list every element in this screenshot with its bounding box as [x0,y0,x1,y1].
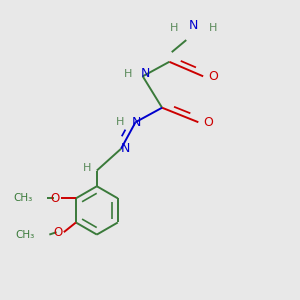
Text: O: O [203,116,213,129]
Text: N: N [189,19,198,32]
Text: H: H [83,163,92,173]
Text: H: H [170,23,178,33]
Text: N: N [121,142,130,155]
Text: O: O [208,70,218,83]
Text: H: H [124,69,132,79]
Text: H: H [116,117,124,127]
Text: H: H [208,23,217,33]
Text: N: N [140,68,150,80]
Text: O: O [51,192,60,205]
Text: CH₃: CH₃ [16,230,35,240]
Text: O: O [53,226,62,239]
Text: N: N [132,116,141,129]
Text: CH₃: CH₃ [13,193,32,203]
